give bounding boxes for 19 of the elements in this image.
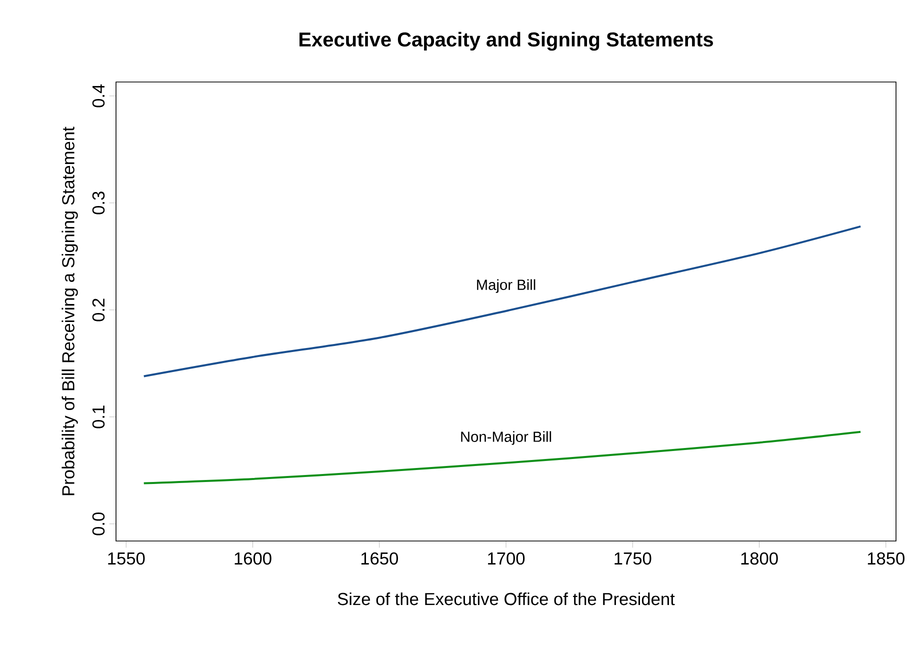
series-label: Non-Major Bill bbox=[461, 431, 552, 445]
line-series bbox=[142, 430, 862, 484]
x-tick-label: 1550 bbox=[108, 552, 145, 565]
x-tick-label: 1850 bbox=[868, 552, 904, 565]
x-tick-label: 1750 bbox=[614, 552, 652, 565]
x-tick-label: 1600 bbox=[234, 552, 272, 565]
line-series bbox=[142, 225, 862, 378]
x-tick-label: 1800 bbox=[741, 552, 778, 565]
x-tick-label: 1700 bbox=[488, 552, 525, 565]
x-tick-label: 1650 bbox=[361, 552, 398, 565]
y-axis-title: Probability of Bill Receiving a Signing Statement bbox=[62, 126, 78, 496]
chart-title: Executive Capacity and Signing Statements bbox=[300, 32, 713, 51]
y-tick-label: 0.1 bbox=[92, 406, 105, 428]
y-tick-label: 0.0 bbox=[92, 512, 105, 536]
x-axis-title: Size of the Executive Office of the President bbox=[338, 592, 675, 606]
series-label: Major Bill bbox=[477, 279, 536, 293]
y-tick-label: 0.3 bbox=[92, 192, 105, 214]
y-tick-label: 0.2 bbox=[92, 298, 105, 322]
y-tick-label: 0.4 bbox=[92, 84, 105, 108]
